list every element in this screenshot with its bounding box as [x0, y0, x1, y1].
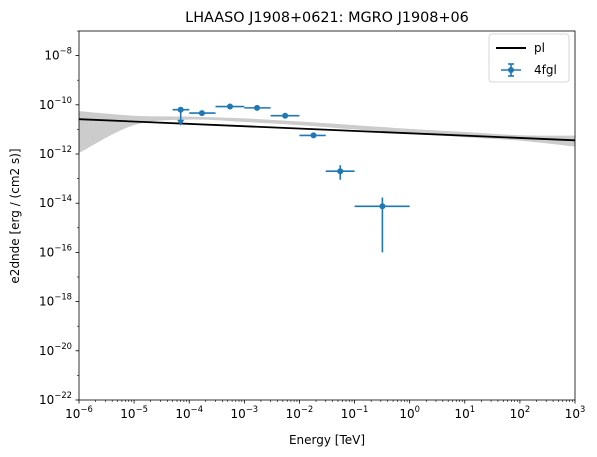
- data-point-marker: [254, 104, 261, 111]
- x-tick-label: 10−4: [175, 404, 203, 421]
- y-axis-title: e2dnde [erg / (cm2 s)]: [8, 148, 22, 283]
- x-tick-label: 10−3: [231, 404, 259, 421]
- y-tick-label: 10−8: [44, 46, 72, 63]
- data-point-4fgl: [325, 165, 355, 180]
- data-point-marker: [198, 110, 205, 117]
- data-point-marker: [282, 112, 289, 119]
- x-axis-ticks: 10−6 10−5 10−4 10−3 10−2 10−1 100 101 102 103: [65, 400, 585, 421]
- x-tick-label: 100: [399, 404, 420, 421]
- chart-title: LHAASO J1908+0621: MGRO J1908+06: [185, 10, 469, 26]
- upper-limit-arrow-head: [177, 119, 185, 126]
- legend-marker: [508, 67, 514, 73]
- legend-errorbar-swatch: [501, 63, 521, 77]
- data-point-marker: [379, 203, 386, 210]
- y-tick-label: 10−18: [39, 292, 72, 309]
- x-axis-title: Energy [TeV]: [289, 433, 365, 447]
- data-point-4fgl: [270, 112, 300, 119]
- legend-label-4fgl: 4fgl: [534, 63, 557, 77]
- plot-frame: [78, 30, 576, 401]
- model-line-layer: [79, 118, 575, 142]
- y-tick-label: 10−20: [39, 341, 72, 358]
- data-point-4fgl: [354, 197, 410, 253]
- y-tick-label: 10−10: [39, 95, 72, 112]
- x-tick-label: 10−2: [286, 404, 314, 421]
- y-tick-label: 10−22: [39, 390, 72, 407]
- x-tick-label: 10−1: [341, 404, 369, 421]
- x-tick-label: 103: [565, 404, 586, 421]
- y-tick-label: 10−16: [39, 242, 72, 259]
- legend: pl 4fgl: [488, 33, 570, 83]
- data-point-4fgl: [299, 132, 326, 139]
- legend-label-pl: pl: [534, 41, 545, 55]
- legend-box: [488, 33, 570, 83]
- data-point-4fgl: [244, 104, 271, 111]
- data-point-4fgl: [172, 106, 190, 126]
- series-line-pl: [79, 118, 575, 142]
- x-tick-label: 101: [454, 404, 475, 421]
- y-axis-ticks: 10−22 10−20 10−18 10−16 10−14 10−12 10−10 10−8: [39, 30, 79, 407]
- x-tick-label: 10−6: [65, 404, 93, 421]
- y-tick-label: 10−12: [39, 144, 72, 161]
- y-tick-label: 10−14: [39, 193, 72, 210]
- data-point-4fgl: [189, 110, 216, 117]
- data-point-4fgl: [215, 103, 245, 110]
- data-point-marker: [177, 106, 184, 113]
- data-point-marker: [337, 168, 344, 175]
- data-points-layer: [172, 103, 410, 253]
- x-tick-label: 102: [510, 404, 531, 421]
- x-tick-label: 10−5: [120, 404, 148, 421]
- data-point-marker: [310, 132, 317, 139]
- data-point-marker: [227, 103, 234, 110]
